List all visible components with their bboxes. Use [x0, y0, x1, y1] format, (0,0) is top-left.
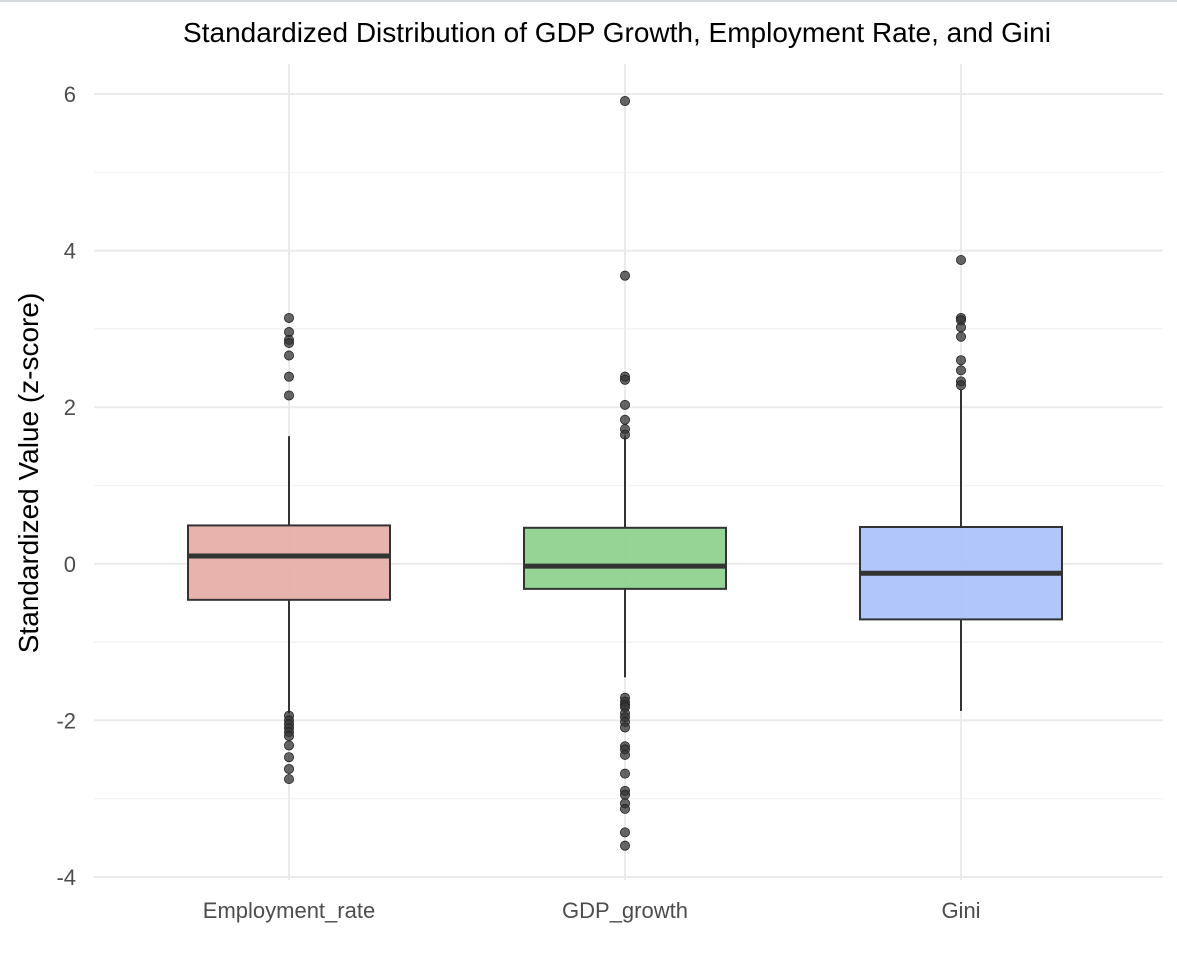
- outlier-point: [283, 740, 294, 751]
- chart-title: Standardized Distribution of GDP Growth,…: [183, 17, 1051, 48]
- outlier-point: [620, 803, 631, 814]
- x-tick-label: GDP_growth: [562, 898, 688, 923]
- outlier-point: [956, 365, 967, 376]
- outlier-point: [956, 331, 967, 342]
- outlier-point: [283, 337, 294, 348]
- outlier-point: [956, 355, 967, 366]
- boxplot-series: [187, 96, 1063, 851]
- outlier-point: [620, 827, 631, 838]
- outlier-point: [620, 789, 631, 800]
- outlier-point: [620, 270, 631, 281]
- outlier-point: [283, 390, 294, 401]
- box-gdp-growth: [523, 96, 727, 851]
- x-tick-label: Gini: [941, 898, 980, 923]
- y-tick-label: -2: [56, 708, 76, 733]
- iqr-box: [523, 526, 727, 590]
- outlier-point: [283, 312, 294, 323]
- y-axis-ticks: -4 -2 0 2 4 6: [56, 82, 76, 890]
- outlier-point: [956, 380, 967, 391]
- y-tick-label: 0: [64, 552, 76, 577]
- y-tick-label: 4: [64, 239, 76, 264]
- outlier-point: [283, 763, 294, 774]
- outlier-point: [283, 752, 294, 763]
- iqr-box: [187, 524, 391, 601]
- y-axis-label: Standardized Value (z-score): [13, 293, 44, 654]
- window-top-border: [0, 0, 1177, 2]
- outlier-point: [620, 840, 631, 851]
- outlier-point: [620, 768, 631, 779]
- outlier-point: [620, 722, 631, 733]
- outlier-point: [283, 774, 294, 785]
- x-tick-label: Employment_rate: [203, 898, 375, 923]
- outlier-point: [620, 399, 631, 410]
- outlier-point: [956, 322, 967, 333]
- outlier-point: [620, 414, 631, 425]
- box-employment-rate: [187, 312, 391, 785]
- y-tick-label: 6: [64, 82, 76, 107]
- outlier-point: [620, 96, 631, 107]
- outlier-point: [283, 731, 294, 742]
- outlier-point: [620, 429, 631, 440]
- outlier-point: [283, 350, 294, 361]
- outlier-point: [620, 749, 631, 760]
- x-axis-ticks: Employment_rate GDP_growth Gini: [203, 898, 981, 923]
- box-gini: [859, 254, 1063, 712]
- y-tick-label: -4: [56, 865, 76, 890]
- y-tick-label: 2: [64, 395, 76, 420]
- outlier-point: [956, 254, 967, 265]
- outlier-point: [620, 374, 631, 385]
- outlier-point: [283, 371, 294, 382]
